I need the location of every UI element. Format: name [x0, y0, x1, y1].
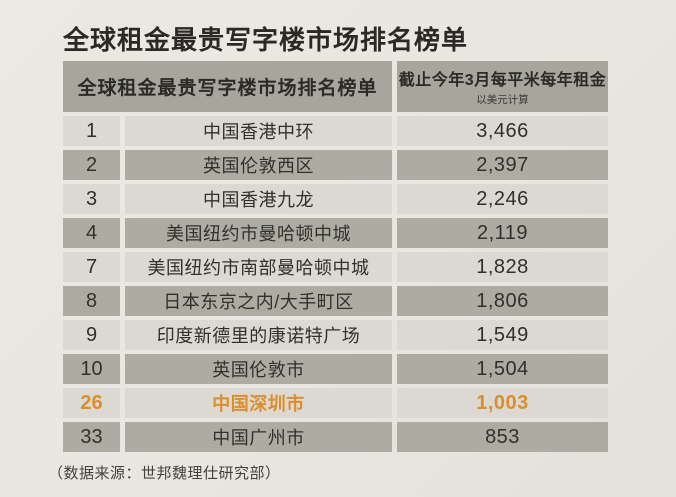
rent-cell: 2,246	[397, 184, 608, 214]
rent-cell: 1,504	[397, 354, 608, 384]
header-rent-column: 截止今年3月每平米每年租金 以美元计算	[397, 61, 608, 112]
market-cell: 英国伦敦西区	[125, 150, 392, 180]
rank-cell: 3	[63, 184, 120, 214]
market-cell: 中国香港中环	[125, 116, 392, 146]
rank-cell: 4	[63, 218, 120, 248]
rank-cell: 2	[63, 150, 120, 180]
market-cell: 中国广州市	[125, 422, 392, 452]
market-cell: 美国纽约市南部曼哈顿中城	[125, 252, 392, 282]
page-title: 全球租金最贵写字楼市场排名榜单	[63, 25, 469, 55]
rent-cell: 1,003	[397, 388, 608, 418]
rent-cell: 3,466	[397, 116, 608, 146]
rank-cell: 9	[63, 320, 120, 350]
rank-cell: 7	[63, 252, 120, 282]
rank-cell: 1	[63, 116, 120, 146]
rank-cell: 8	[63, 286, 120, 316]
market-cell: 中国深圳市	[125, 388, 392, 418]
header-rent-title: 截止今年3月每平米每年租金	[398, 72, 607, 89]
rank-cell: 33	[63, 422, 120, 452]
header-rent-subtitle: 以美元计算	[476, 94, 529, 106]
rent-cell: 1,806	[397, 286, 608, 316]
market-cell: 美国纽约市曼哈顿中城	[125, 218, 392, 248]
ranking-table: 全球租金最贵写字楼市场排名榜单 截止今年3月每平米每年租金 以美元计算 1 中国…	[63, 61, 608, 452]
market-cell: 中国香港九龙	[125, 184, 392, 214]
rank-cell: 26	[63, 388, 120, 418]
data-source-note: （数据来源：世邦魏理仕研究部）	[48, 465, 281, 482]
market-cell: 印度新德里的康诺特广场	[125, 320, 392, 350]
rank-cell: 10	[63, 354, 120, 384]
rent-cell: 1,549	[397, 320, 608, 350]
market-cell: 日本东京之内/大手町区	[125, 286, 392, 316]
market-cell: 英国伦敦市	[125, 354, 392, 384]
rent-cell: 1,828	[397, 252, 608, 282]
rent-cell: 853	[397, 422, 608, 452]
rent-cell: 2,397	[397, 150, 608, 180]
header-market-column: 全球租金最贵写字楼市场排名榜单	[63, 61, 392, 112]
rent-cell: 2,119	[397, 218, 608, 248]
